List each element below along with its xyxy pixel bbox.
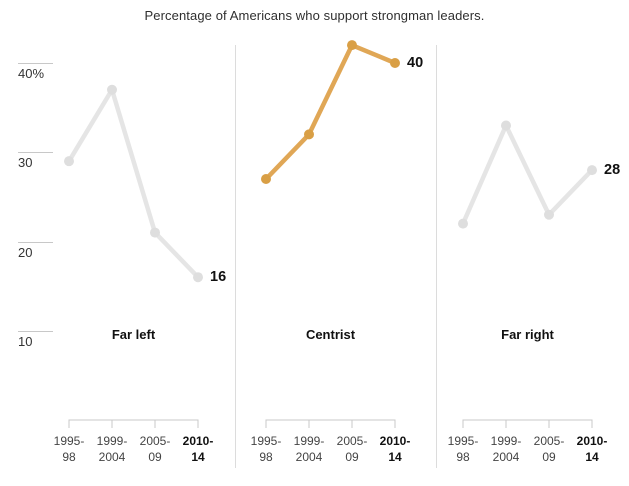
x-axis-bracket [265,419,396,428]
panel-label-far-right: Far right [501,327,554,342]
x-axis-label: 1995- 98 [447,434,479,464]
x-axis-bracket [462,419,593,428]
x-axis-label: 2010- 14 [182,434,214,464]
x-axis-label: 1999- 2004 [96,434,128,464]
data-point [544,209,554,220]
data-point [501,120,511,131]
panel-label-centrist: Centrist [305,327,356,342]
value-label: 40 [407,55,424,71]
x-axis-label: 2010- 14 [576,434,608,464]
x-axis-label: 2005- 09 [336,434,368,464]
x-axis-label: 1999- 2004 [490,434,522,464]
data-point [107,84,117,95]
data-line-centrist [264,42,396,181]
y-axis-label: 40% [18,65,45,81]
x-axis-label: 1995- 98 [250,434,282,464]
panel-label-far-left: Far left [111,327,156,342]
data-line-far-right [460,123,594,225]
value-label: 28 [604,162,621,179]
data-point [304,129,314,140]
data-point [150,227,160,238]
data-line-far-left [67,87,200,279]
data-point [64,156,74,167]
data-point [261,174,271,185]
data-point [347,40,357,51]
x-axis-label: 2005- 09 [139,434,171,464]
data-point [193,272,203,283]
chart-title: Percentage of Americans who support stro… [144,8,485,23]
x-axis-label: 2010- 14 [379,434,411,464]
value-label: 16 [210,269,227,286]
data-point [390,58,400,68]
x-axis-label: 2005- 09 [533,434,565,464]
x-axis-bracket [68,419,199,428]
y-axis-label: 20 [18,244,33,260]
y-axis-label: 30 [18,154,33,170]
data-point [587,165,597,176]
data-point [458,218,468,229]
x-axis-label: 1995- 98 [53,434,85,464]
x-axis-label: 1999- 2004 [293,434,325,464]
y-axis-label: 10 [18,333,33,349]
